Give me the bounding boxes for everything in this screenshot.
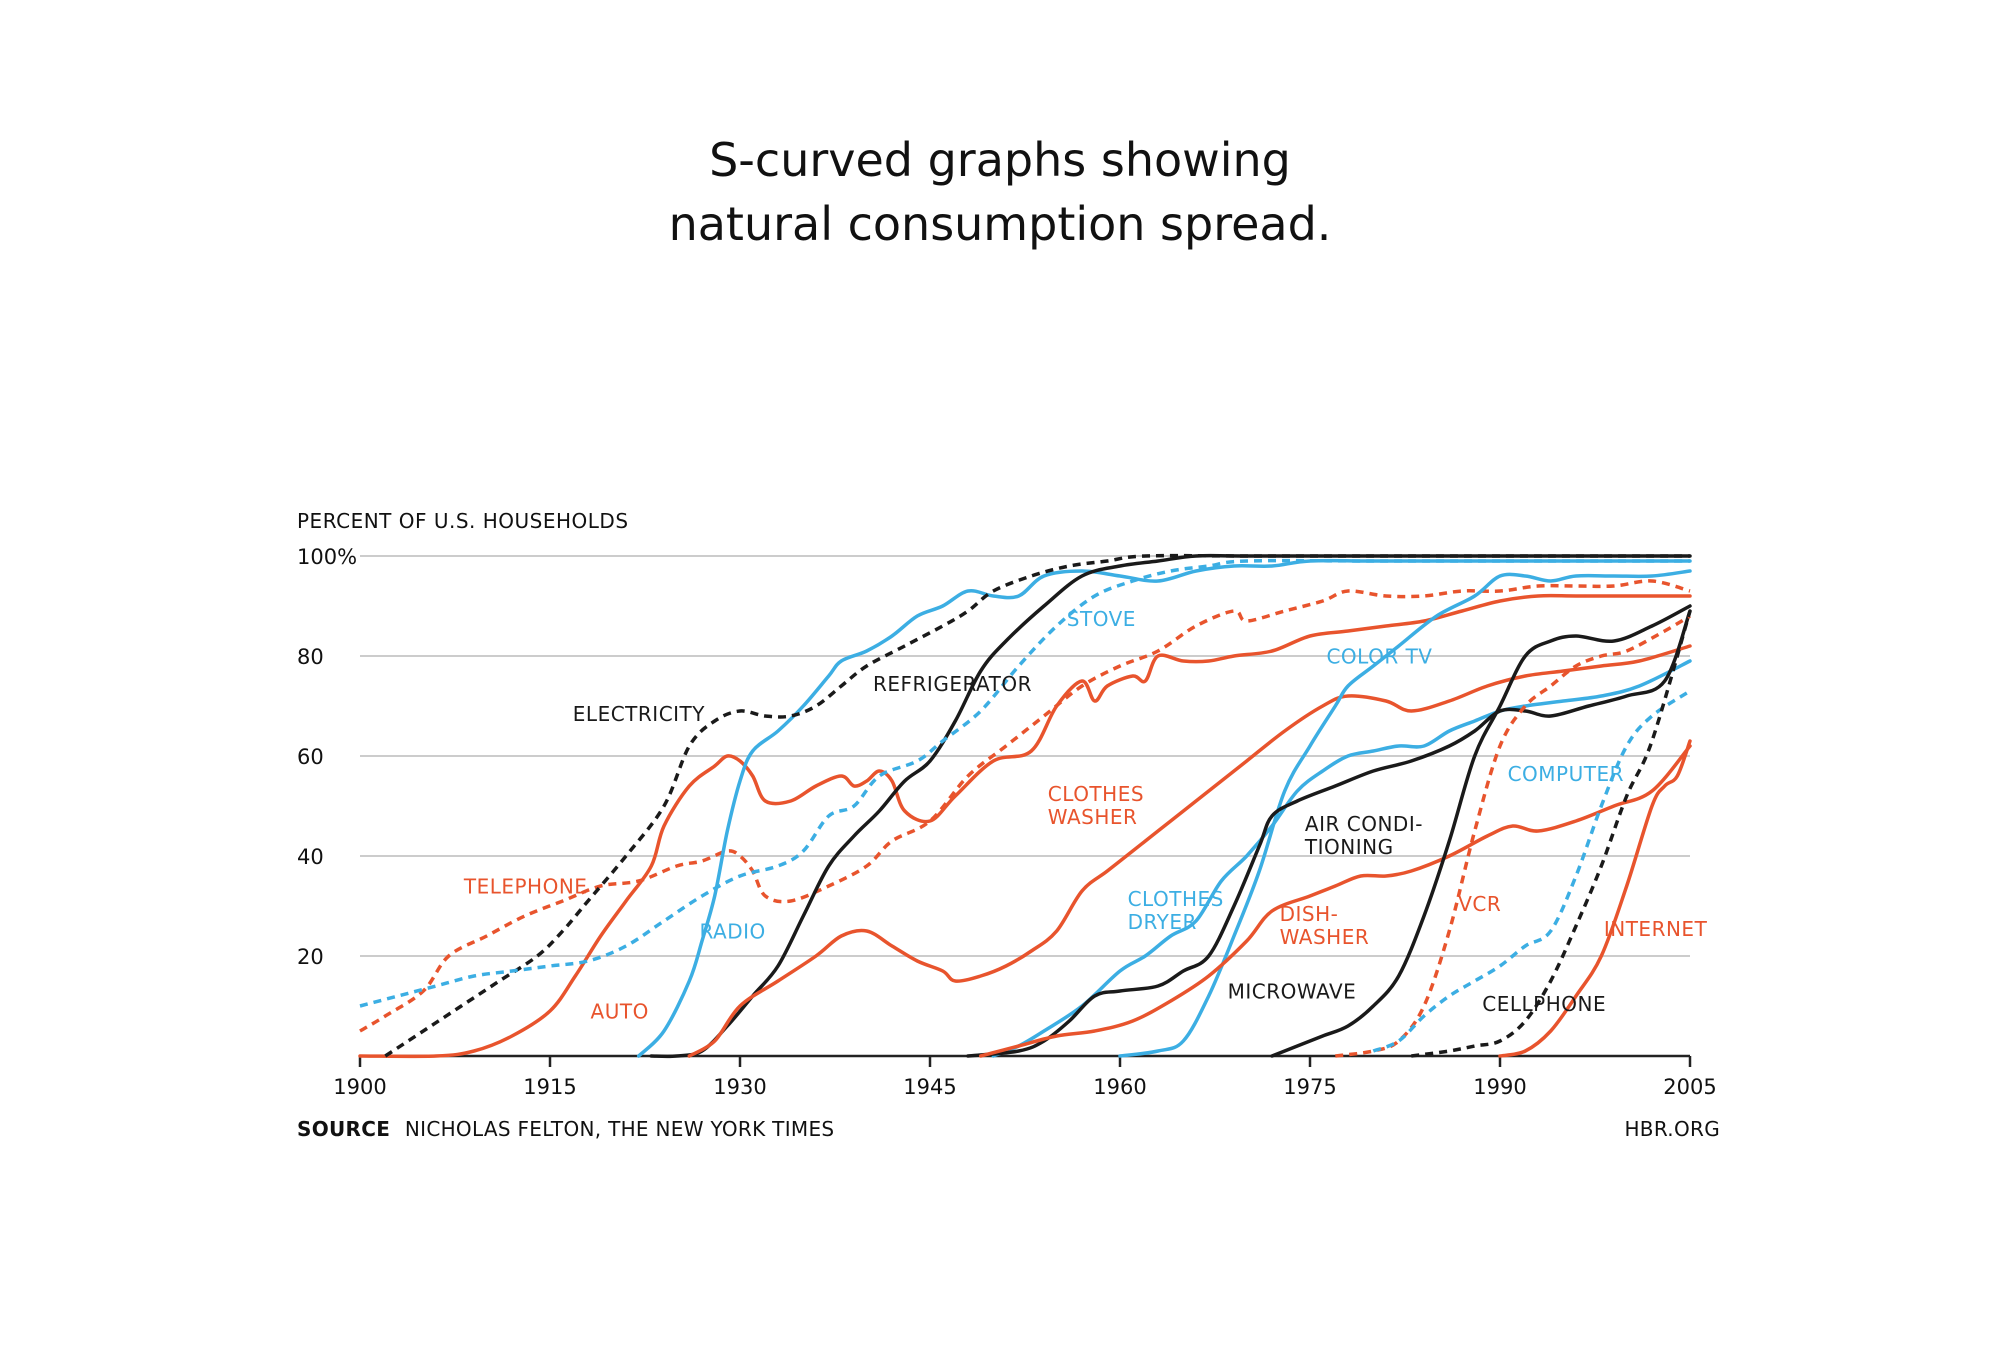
series-label-clothes-dryer: CLOTHES DRYER <box>1128 887 1224 934</box>
page-title: S-curved graphs showing natural consumpt… <box>0 128 2000 256</box>
series-label-radio: RADIO <box>699 920 765 944</box>
series-line-stove <box>359 558 1690 1008</box>
x-tick-label: 1945 <box>903 1075 956 1099</box>
series-label-electricity: ELECTRICITY <box>573 702 705 726</box>
series-label-microwave: MICROWAVE <box>1228 980 1357 1004</box>
y-tick-label: 60 <box>297 745 324 769</box>
title-line-1: S-curved graphs showing <box>709 133 1291 187</box>
title-line-2: natural consumption spread. <box>668 197 1332 251</box>
x-tick-label: 2005 <box>1663 1075 1716 1099</box>
x-tick-label: 1990 <box>1473 1075 1526 1099</box>
series-line-telephone <box>359 579 1691 1033</box>
series-label-color-tv: COLOR TV <box>1326 645 1432 669</box>
series-line-color-tv <box>1118 569 1692 1058</box>
y-tick-label: 80 <box>297 645 324 669</box>
series-label-clothes-washer: CLOTHES WASHER <box>1048 782 1144 829</box>
series-line-internet <box>1498 739 1692 1058</box>
series-label-stove: STOVE <box>1067 607 1136 631</box>
series-label-cellphone: CELLPHONE <box>1482 992 1606 1016</box>
series-line-auto <box>358 593 1692 1059</box>
series-line-electricity <box>384 553 1690 1058</box>
series-line-microwave <box>1270 604 1692 1058</box>
x-axis: 1900 1915 1930 1945 1960 1975 1990 2005 <box>333 1054 1717 1099</box>
series-label-computer: COMPUTER <box>1508 762 1624 786</box>
source-text: NICHOLAS FELTON, THE NEW YORK TIMES <box>405 1117 835 1141</box>
source-note: SOURCE NICHOLAS FELTON, THE NEW YORK TIM… <box>297 1117 834 1141</box>
series-line-air-conditioning <box>966 609 1692 1058</box>
x-tick-label: 1930 <box>713 1075 766 1099</box>
series-line-computer <box>1372 689 1691 1053</box>
series-label-internet: INTERNET <box>1604 917 1708 941</box>
series-label-telephone: TELEPHONE <box>463 875 588 899</box>
series-label-auto: AUTO <box>591 1000 649 1024</box>
series-labels: TELEPHONE AUTO RADIO ELECTRICITY REFRIGERATO… <box>463 607 1708 1024</box>
credit-text: HBR.ORG <box>1624 1117 1720 1141</box>
y-tick-label: 40 <box>297 845 324 869</box>
source-label: SOURCE <box>297 1117 390 1141</box>
x-tick-label: 1900 <box>333 1075 386 1099</box>
series-label-dishwasher: DISH-WASHER <box>1280 902 1370 949</box>
y-axis-label: PERCENT OF U.S. HOUSEHOLDS <box>297 509 629 533</box>
x-tick-label: 1915 <box>523 1075 576 1099</box>
x-tick-label: 1975 <box>1283 1075 1336 1099</box>
series-line-dishwasher <box>978 744 1692 1058</box>
series-lines <box>358 553 1692 1059</box>
series-label-air-conditioning: AIR CONDI-TIONING <box>1304 812 1423 859</box>
y-tick-label: 20 <box>297 945 324 969</box>
x-tick-label: 1960 <box>1093 1075 1146 1099</box>
series-label-vcr: VCR <box>1458 892 1501 916</box>
series-line-clothes-dryer <box>991 659 1692 1058</box>
series-line-clothes-washer <box>687 644 1692 1058</box>
y-tick-label: 100% <box>297 545 357 569</box>
series-label-refrigerator: REFRIGERATOR <box>873 672 1032 696</box>
series-line-cellphone <box>1411 610 1692 1058</box>
